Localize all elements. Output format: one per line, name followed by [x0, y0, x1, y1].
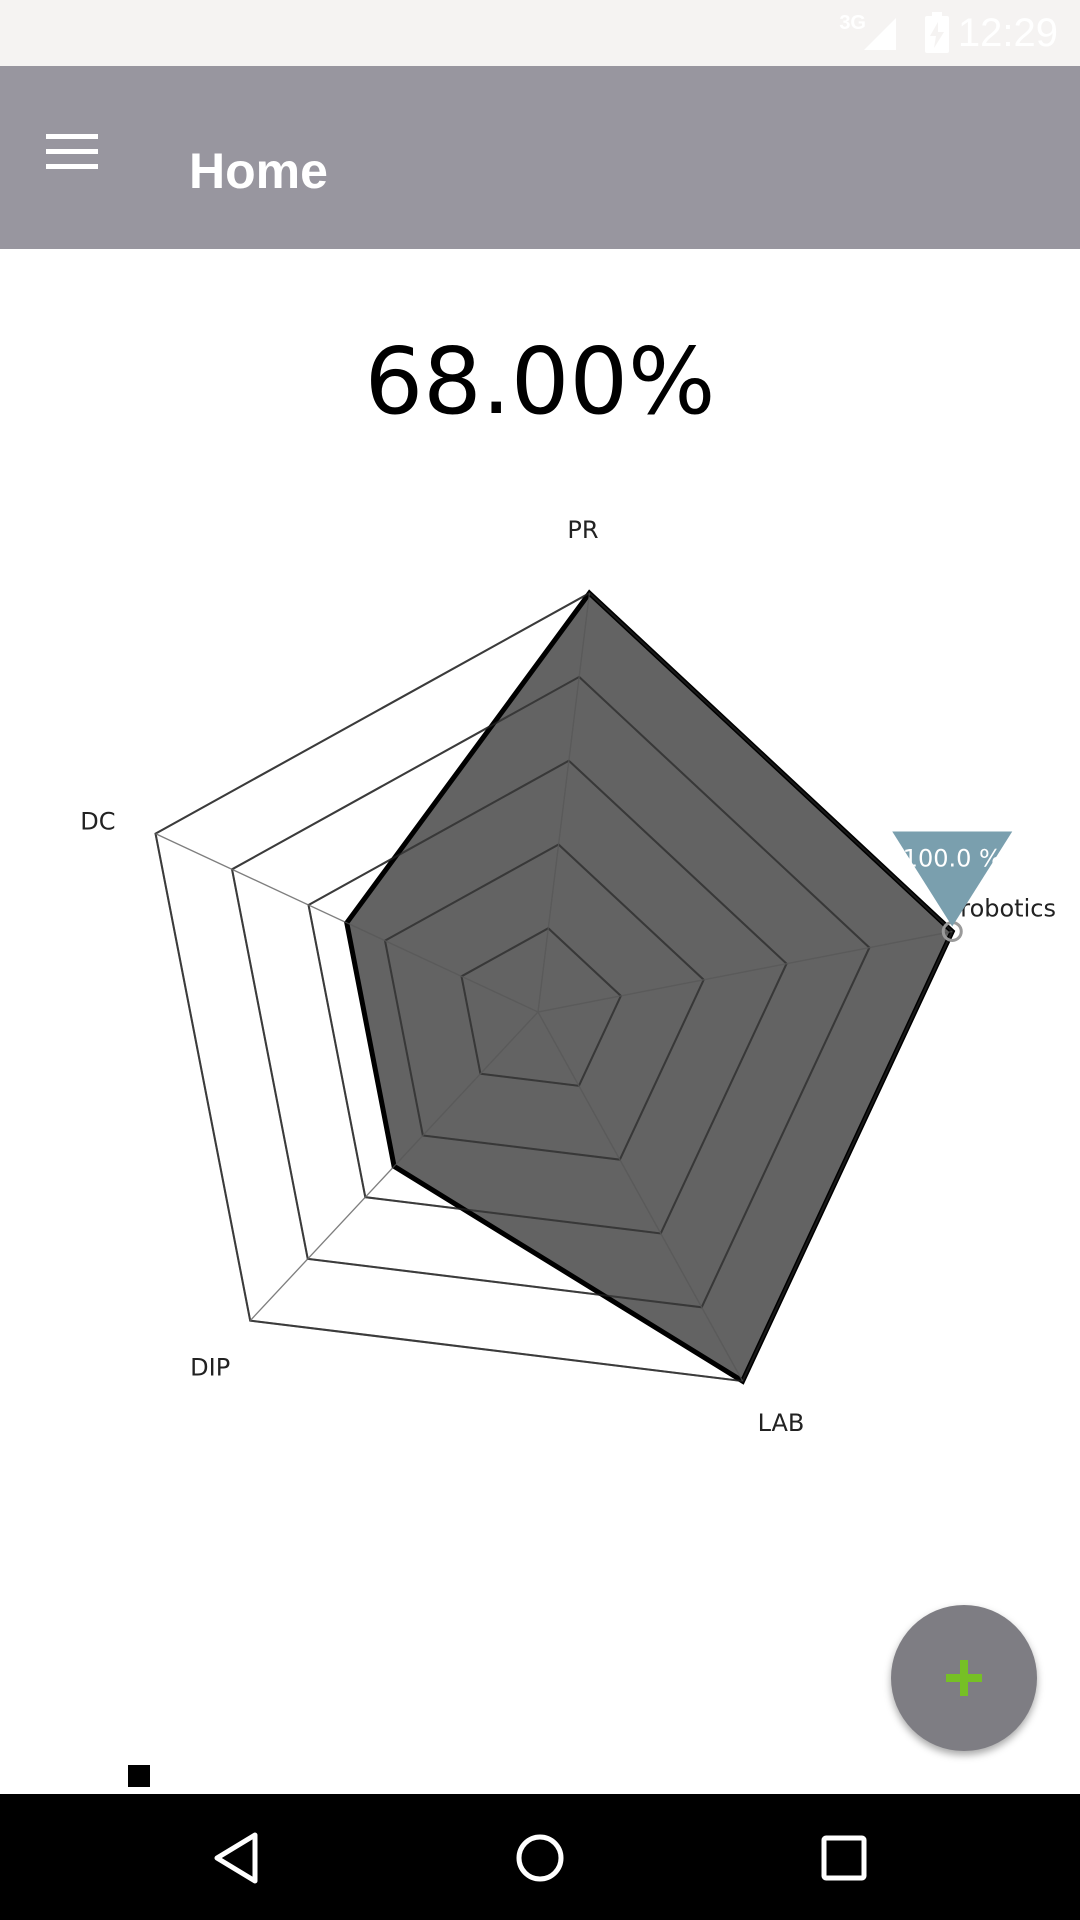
radar-grid-overlay [154, 591, 954, 1383]
radar-spoke-overlay [537, 593, 591, 1013]
home-circle-icon [516, 1834, 564, 1882]
recents-square-icon [821, 1835, 867, 1881]
radar-grid-overlay [383, 843, 705, 1161]
value-tooltip [892, 831, 1013, 927]
status-time: 12:29 [957, 11, 1058, 55]
back-triangle-icon [214, 1832, 258, 1884]
radar-spoke-overlay [155, 833, 539, 1013]
axis-label-robotics: robotics [960, 894, 1056, 922]
indicator-square [128, 1765, 150, 1787]
add-button[interactable] [891, 1605, 1037, 1751]
network-type: 3G [839, 12, 866, 34]
page-title: Home [189, 143, 328, 199]
tooltip-value: 100.0 % [903, 844, 1002, 872]
radar-grid-overlay [460, 927, 623, 1087]
radar-data-area [344, 589, 956, 1385]
signal-icon [864, 18, 896, 50]
axis-label-dip: DIP [190, 1354, 230, 1382]
back-button[interactable] [200, 1822, 272, 1894]
recents-button[interactable] [808, 1822, 880, 1894]
radar-spoke-overlay [249, 1011, 539, 1322]
hamburger-menu-icon [46, 134, 98, 169]
home-button[interactable] [504, 1822, 576, 1894]
axis-label-dc: DC [80, 808, 115, 836]
radar-chart[interactable]: PR robotics LAB DIP DC 100.0 % [0, 0, 1080, 1794]
radar-spoke-overlay [537, 1011, 744, 1382]
status-bar: 3G 12:29 [0, 0, 1080, 66]
menu-button[interactable] [34, 114, 110, 190]
radar-spoke-overlay [537, 930, 953, 1013]
axis-label-lab: LAB [758, 1409, 805, 1437]
radar-grid-overlay [307, 759, 788, 1235]
battery-icon [925, 12, 949, 53]
app-bar: Home [0, 66, 1080, 249]
score-percentage: 68.00% [364, 328, 716, 435]
radar-grid-overlay [230, 675, 871, 1309]
axis-label-pr: PR [567, 516, 598, 544]
navigation-bar [0, 1794, 1080, 1920]
plus-icon [946, 1660, 982, 1696]
